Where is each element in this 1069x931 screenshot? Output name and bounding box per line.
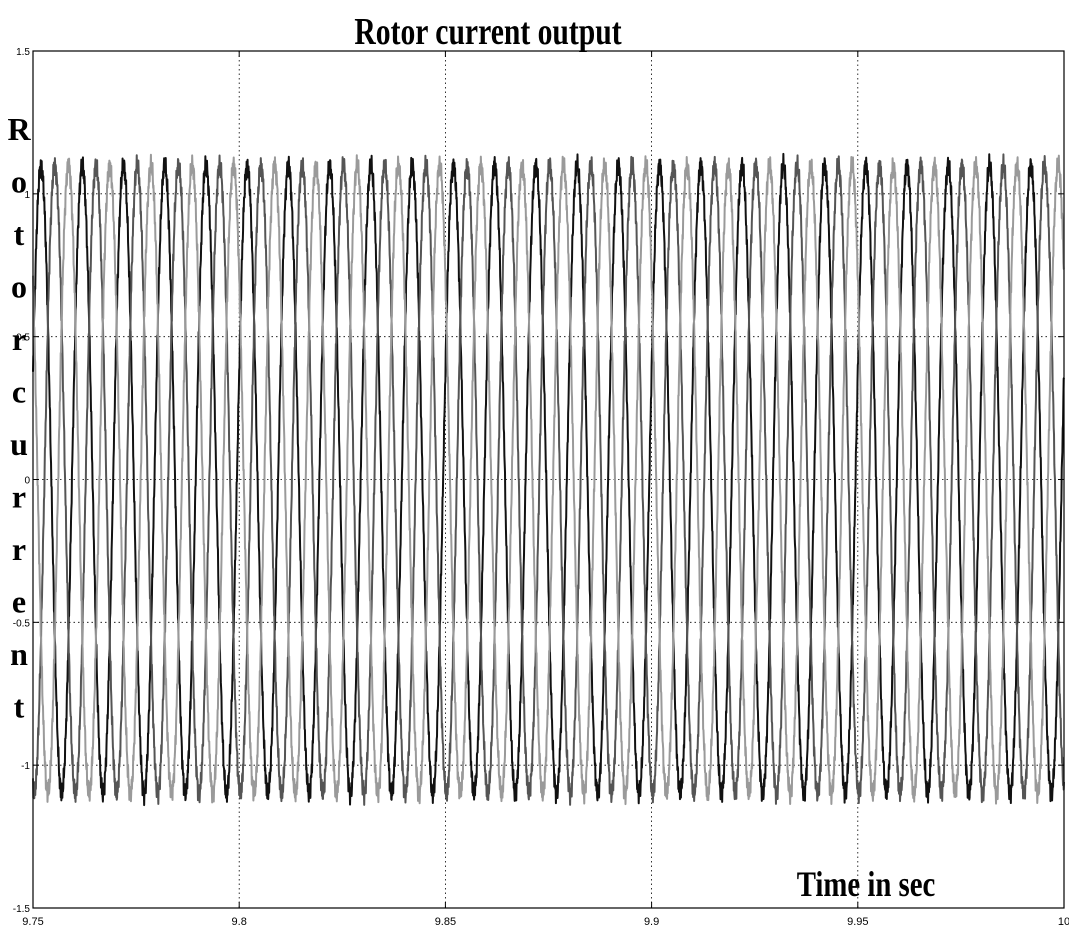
- y-axis-label-char: n: [10, 636, 28, 672]
- y-axis-label-char: R: [7, 111, 31, 147]
- labels: 9.75 9.8 9.85 9.9 9.95 10 -1.5 -1 -0.5 0 0.5 1 1.5: [13, 47, 1069, 928]
- y-axis-label-char: u: [10, 426, 28, 462]
- x-tick-label: 9.9: [644, 916, 659, 928]
- y-axis-label-char: r: [12, 321, 26, 357]
- series-layer: [32, 152, 1065, 807]
- y-tick-label: -0.5: [13, 618, 31, 629]
- series-line-1: [32, 152, 1065, 807]
- series-line-2: [32, 153, 1065, 806]
- y-axis-label-char: o: [11, 269, 27, 305]
- x-tick-label: 10: [1058, 916, 1069, 928]
- ticks: [32, 50, 1065, 909]
- y-axis-label-char: c: [12, 374, 26, 410]
- y-tick-label: -1: [21, 761, 30, 772]
- y-axis-label-char: r: [12, 531, 26, 567]
- x-tick-label: 9.8: [232, 916, 247, 928]
- x-tick-label: 9.85: [435, 916, 456, 928]
- y-tick-label: 1: [24, 190, 30, 201]
- y-axis-label-char: o: [11, 164, 27, 200]
- y-tick-label: 0: [24, 476, 30, 487]
- x-tick-label: 9.95: [847, 916, 868, 928]
- series-line-3: [32, 153, 1065, 806]
- y-axis-label-char: e: [12, 584, 26, 620]
- y-tick-label: 1.5: [16, 47, 30, 58]
- y-axis-label-char: t: [14, 689, 25, 725]
- x-axis-label: Time in sec: [797, 865, 936, 905]
- y-axis-label-char: t: [14, 216, 25, 252]
- x-tick-label: 9.75: [22, 916, 43, 928]
- y-tick-label: 0.5: [16, 333, 30, 344]
- chart-title: Rotor current output: [354, 12, 622, 53]
- y-tick-label: -1.5: [13, 904, 31, 915]
- y-axis-label-char: r: [12, 479, 26, 515]
